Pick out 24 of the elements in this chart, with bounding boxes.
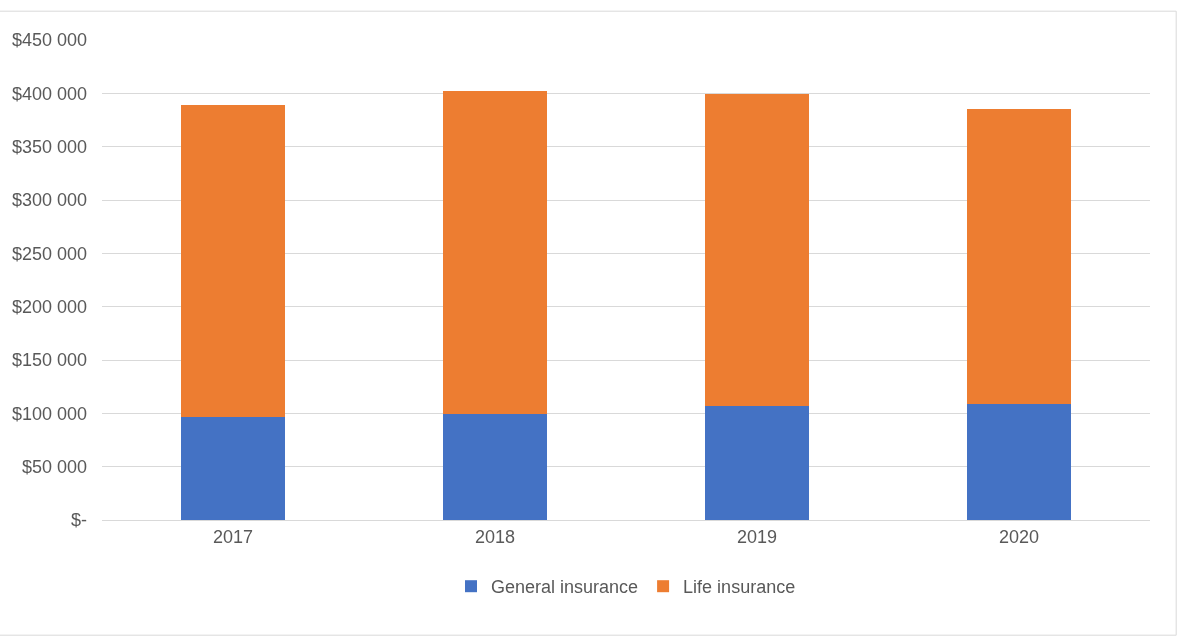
bar	[180, 416, 286, 520]
legend-label: General insurance	[491, 577, 639, 598]
bar	[442, 414, 548, 520]
x-tick-label: 2017	[212, 526, 254, 547]
y-tick-label: $350 000	[11, 136, 87, 157]
legend-label: Life insurance	[683, 577, 796, 598]
y-tick-label: $100 000	[11, 403, 87, 424]
y-tick-label: $400 000	[11, 83, 87, 104]
y-tick-label: $250 000	[11, 243, 87, 264]
y-tick-label: $50 000	[21, 456, 87, 477]
bar	[966, 403, 1072, 520]
y-tick-label: $-	[70, 510, 87, 531]
y-tick-label: $150 000	[11, 350, 87, 371]
x-tick-label: 2018	[474, 526, 516, 547]
bar	[180, 105, 286, 417]
x-tick-label: 2019	[736, 526, 778, 547]
bar	[704, 405, 810, 520]
bar	[704, 94, 810, 406]
y-tick-label: $450 000	[11, 30, 87, 51]
x-tick-label: 2020	[998, 526, 1040, 547]
y-tick-label: $200 000	[11, 296, 87, 317]
y-tick-label: $300 000	[11, 190, 87, 211]
bar	[966, 109, 1072, 404]
bar	[442, 91, 548, 415]
